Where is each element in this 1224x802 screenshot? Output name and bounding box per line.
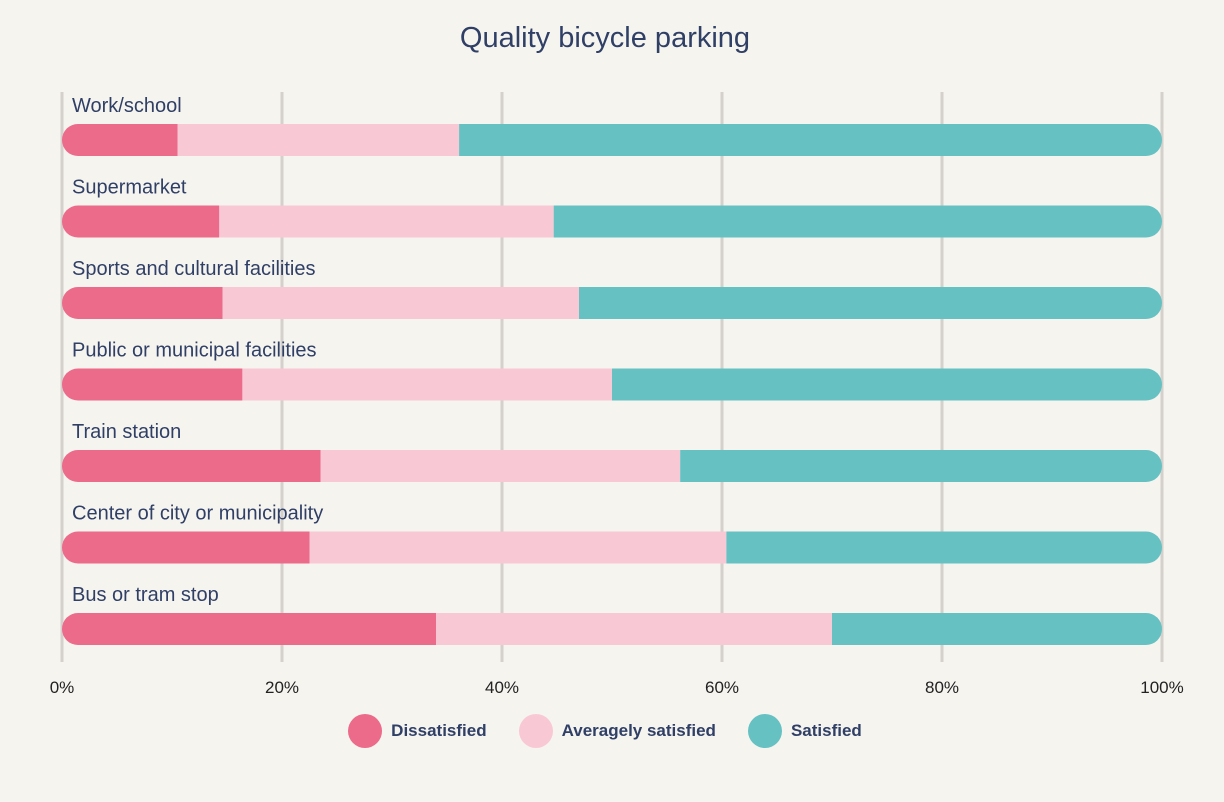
category-label: Public or municipal facilities bbox=[72, 340, 317, 362]
bar-segment bbox=[62, 613, 436, 645]
bar-group bbox=[62, 287, 1162, 319]
chart-title: Quality bicycle parking bbox=[459, 22, 751, 54]
legend-swatch bbox=[348, 714, 383, 748]
bars bbox=[62, 124, 1162, 645]
bar-segment bbox=[680, 450, 1162, 482]
bar-segment bbox=[612, 368, 1162, 401]
legend-label: Dissatisfied bbox=[391, 721, 487, 740]
bar-segment bbox=[62, 124, 178, 156]
x-axis-ticks: 0% 20% 40% 60% 80% 100% bbox=[50, 678, 1184, 697]
bar-segment bbox=[320, 450, 681, 482]
bar-group bbox=[62, 368, 1162, 401]
bar-group bbox=[62, 205, 1162, 238]
bar-group bbox=[62, 450, 1162, 482]
category-label: Bus or tram stop bbox=[72, 584, 219, 606]
bar-group bbox=[62, 531, 1162, 564]
bar-segment bbox=[579, 287, 1162, 319]
bar-segment bbox=[726, 531, 1162, 564]
x-tick-label: 100% bbox=[1140, 678, 1183, 697]
bar-segment bbox=[459, 124, 1162, 156]
bar-segment bbox=[62, 287, 223, 319]
bar-segment bbox=[436, 613, 832, 645]
x-tick-label: 40% bbox=[485, 678, 519, 697]
bar-group bbox=[62, 613, 1162, 645]
bar-segment bbox=[62, 205, 220, 238]
legend-swatch bbox=[747, 714, 782, 748]
x-tick-label: 0% bbox=[50, 678, 75, 697]
category-label: Sports and cultural facilities bbox=[72, 258, 315, 280]
legend: Dissatisfied Averagely satisfied Satisfied bbox=[0, 714, 1210, 748]
bar-segment bbox=[62, 531, 310, 564]
bar-segment bbox=[219, 205, 554, 238]
bar-group bbox=[62, 124, 1162, 156]
legend-item: Averagely satisfied bbox=[518, 714, 716, 748]
legend-label: Satisfied bbox=[790, 721, 862, 740]
bar-segment bbox=[222, 287, 579, 319]
category-label: Supermarket bbox=[72, 177, 187, 199]
category-label: Center of city or municipality bbox=[72, 503, 323, 525]
bar-segment bbox=[553, 205, 1162, 238]
category-label: Work/school bbox=[72, 95, 182, 117]
x-tick-label: 80% bbox=[925, 678, 959, 697]
legend-label: Averagely satisfied bbox=[561, 721, 716, 740]
bar-segment bbox=[832, 613, 1162, 645]
legend-item: Dissatisfied bbox=[348, 714, 487, 748]
category-label: Train station bbox=[72, 421, 181, 443]
legend-item: Satisfied bbox=[747, 714, 862, 748]
bar-segment bbox=[309, 531, 727, 564]
x-tick-label: 60% bbox=[705, 678, 739, 697]
legend-swatch bbox=[518, 714, 553, 748]
bar-segment bbox=[177, 124, 460, 156]
x-tick-label: 20% bbox=[265, 678, 299, 697]
bar-segment bbox=[242, 368, 612, 401]
bar-segment bbox=[62, 368, 243, 401]
category-labels: Work/school Supermarket Sports and cultura… bbox=[72, 95, 323, 606]
bar-segment bbox=[62, 450, 321, 482]
